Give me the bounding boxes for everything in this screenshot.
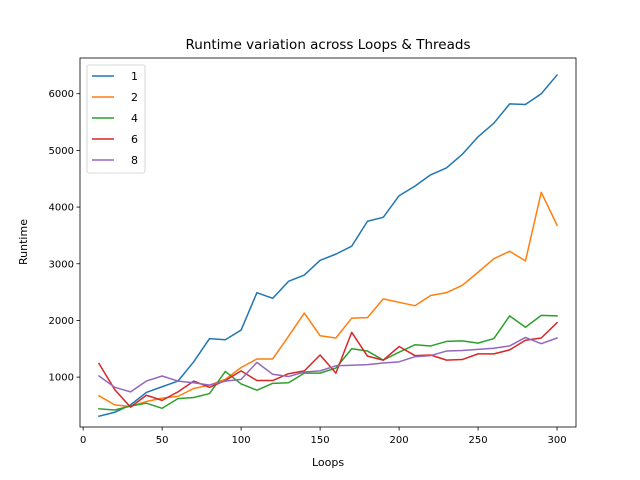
chart-title: Runtime variation across Loops & Threads <box>186 37 471 53</box>
legend-box <box>86 64 146 174</box>
x-tick-label: 250 <box>469 435 488 446</box>
series-line-8 <box>97 336 558 393</box>
y-axis-label: Runtime <box>17 219 30 265</box>
plot-frame <box>79 57 577 428</box>
series-line-2 <box>97 191 559 408</box>
legend: 1 2 4 6 8 <box>86 64 146 174</box>
series-line-6 <box>97 321 559 408</box>
y-tick-label: 4000 <box>49 203 74 214</box>
x-axis-ticks: 0 50 100 150 200 250 300 <box>80 427 567 446</box>
y-tick-label: 1000 <box>49 373 74 384</box>
legend-label-2: 2 <box>131 91 138 104</box>
y-axis-ticks: 1000 2000 3000 4000 5000 6000 <box>49 89 80 384</box>
x-tick-label: 300 <box>547 435 566 446</box>
y-tick-label: 2000 <box>49 316 74 327</box>
y-tick-label: 6000 <box>49 89 74 100</box>
y-tick-label: 3000 <box>49 259 74 270</box>
legend-label-1: 1 <box>131 70 138 83</box>
series-line-4 <box>98 314 558 411</box>
plot-lines <box>97 73 559 418</box>
y-tick-label: 5000 <box>49 146 74 157</box>
x-tick-label: 100 <box>232 435 251 446</box>
x-tick-label: 0 <box>80 435 86 446</box>
series-line-1 <box>98 73 559 418</box>
legend-label-8: 8 <box>131 154 138 167</box>
x-tick-label: 200 <box>390 435 409 446</box>
legend-label-6: 6 <box>131 133 138 146</box>
x-tick-label: 150 <box>311 435 330 446</box>
legend-label-4: 4 <box>131 112 138 125</box>
x-tick-label: 50 <box>156 435 169 446</box>
x-axis-label: Loops <box>312 456 344 469</box>
